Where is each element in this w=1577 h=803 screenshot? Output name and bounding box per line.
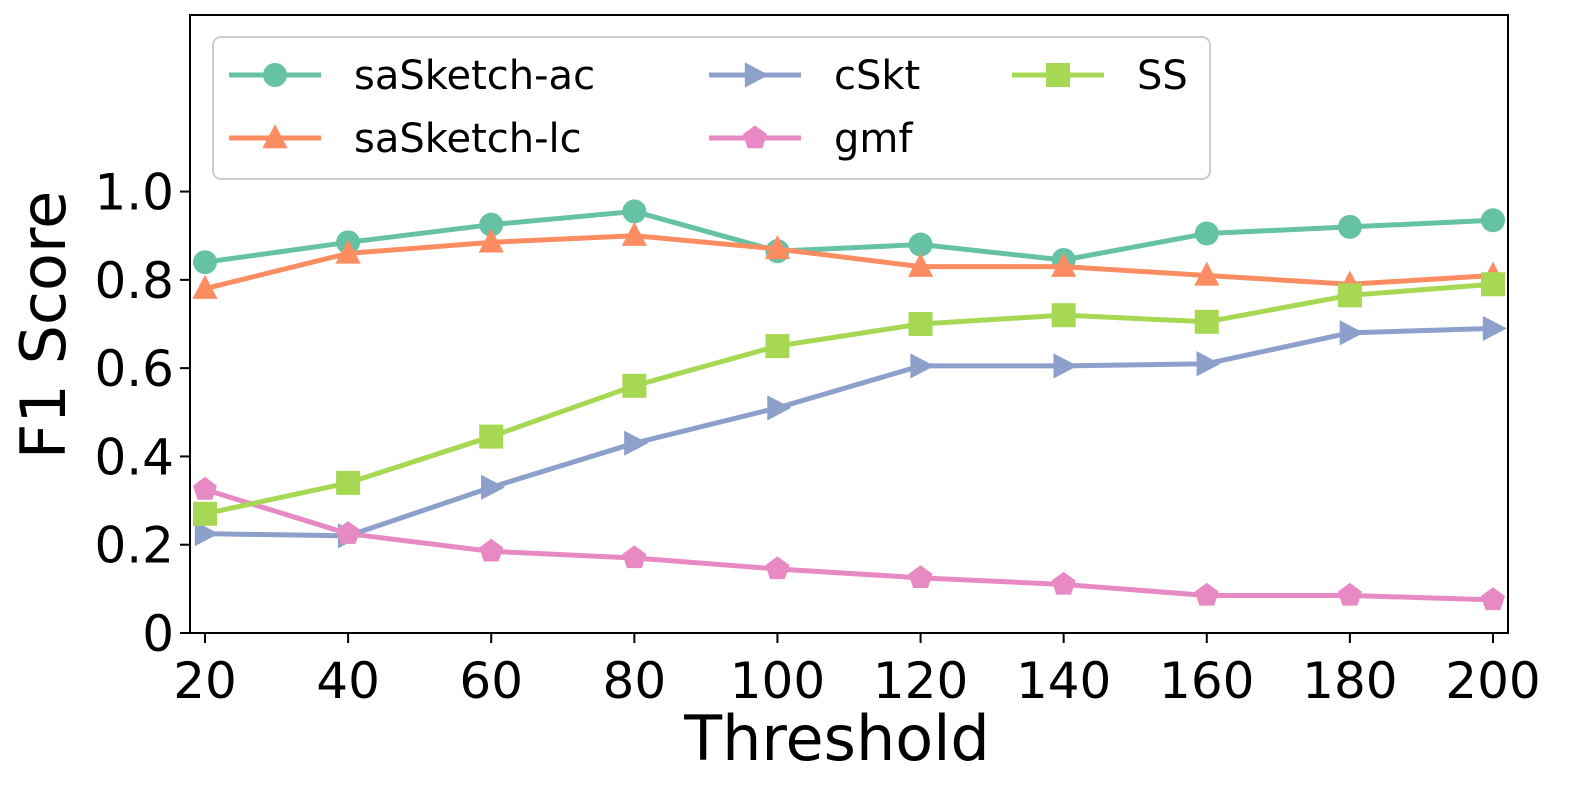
data-point bbox=[1051, 303, 1076, 328]
y-tick-label: 0.6 bbox=[94, 340, 174, 398]
x-tick-label: 180 bbox=[1302, 652, 1397, 710]
data-point bbox=[192, 274, 218, 299]
data-point bbox=[481, 474, 506, 500]
data-point bbox=[479, 212, 504, 237]
x-tick-label: 80 bbox=[603, 652, 667, 710]
legend-entry: SS bbox=[1012, 53, 1188, 99]
data-point bbox=[1194, 261, 1220, 286]
data-point bbox=[193, 250, 217, 275]
y-tick-label: 0.8 bbox=[94, 252, 174, 310]
data-point bbox=[621, 221, 647, 246]
x-tick-label: 120 bbox=[873, 652, 968, 710]
legend-label: SS bbox=[1137, 53, 1188, 99]
data-point bbox=[1481, 587, 1505, 611]
data-point bbox=[908, 565, 933, 589]
series-line bbox=[204, 487, 1494, 603]
series-saSketch-ac bbox=[193, 199, 1505, 275]
y-tick-label: 1.0 bbox=[94, 164, 174, 222]
data-point bbox=[479, 538, 504, 562]
data-point bbox=[1053, 353, 1078, 379]
data-point bbox=[1194, 221, 1219, 246]
x-tick-label: 20 bbox=[173, 652, 237, 710]
data-point bbox=[1337, 283, 1362, 308]
series-line bbox=[204, 233, 1494, 292]
data-point bbox=[1051, 252, 1077, 277]
data-point bbox=[1194, 582, 1219, 606]
legend-label: cSkt bbox=[834, 53, 920, 99]
data-point bbox=[479, 424, 504, 449]
x-tick-label: 200 bbox=[1445, 652, 1540, 710]
data-point bbox=[908, 312, 933, 336]
legend-box bbox=[212, 36, 1211, 180]
legend-marker bbox=[744, 62, 769, 88]
legend-entry: cSkt bbox=[709, 53, 920, 99]
x-tick-label: 140 bbox=[1016, 652, 1111, 710]
data-point bbox=[1482, 315, 1507, 342]
legend-marker bbox=[1046, 63, 1070, 87]
legend-marker bbox=[262, 124, 288, 149]
y-axis-label: F1 Score bbox=[7, 191, 80, 459]
series-line bbox=[204, 208, 1494, 265]
legend-entry: gmf bbox=[709, 116, 913, 162]
data-point bbox=[908, 232, 933, 257]
data-point bbox=[910, 353, 935, 379]
x-tick-label: 100 bbox=[730, 652, 825, 710]
plot-frame bbox=[189, 14, 1509, 634]
data-point bbox=[1481, 272, 1505, 297]
y-tick-label: 0 bbox=[142, 605, 174, 663]
legend-entry: saSketch-lc bbox=[229, 116, 582, 162]
series-gmf bbox=[193, 476, 1505, 611]
series-layer bbox=[192, 199, 1507, 611]
data-point bbox=[478, 228, 504, 253]
legend: saSketch-ac saSketch-lc cSkt gmf SS bbox=[212, 36, 1211, 180]
data-point bbox=[624, 430, 649, 456]
x-tick-label: 40 bbox=[316, 652, 380, 710]
data-point bbox=[764, 235, 791, 260]
legend-marker bbox=[263, 63, 287, 87]
legend-entry: saSketch-ac bbox=[229, 53, 595, 99]
legend-label: saSketch-ac bbox=[354, 53, 595, 99]
data-point bbox=[336, 521, 361, 544]
data-point bbox=[1194, 309, 1219, 334]
data-point bbox=[1337, 582, 1362, 606]
data-point bbox=[1339, 320, 1364, 346]
data-point bbox=[765, 556, 790, 580]
data-point bbox=[1481, 208, 1505, 233]
y-tick-label: 0.2 bbox=[94, 517, 174, 575]
data-point bbox=[907, 252, 934, 277]
series-line bbox=[204, 325, 1494, 539]
axes-layer: 20 40 60 80 100 120 140 160 180 200 0 0.2 0.4 0.6 0.8 1… bbox=[94, 164, 1540, 710]
data-point bbox=[193, 501, 217, 526]
data-point bbox=[622, 545, 647, 569]
legend-label: gmf bbox=[834, 116, 913, 162]
series-SS bbox=[193, 272, 1505, 526]
x-tick-label: 60 bbox=[459, 652, 523, 710]
legend-marker bbox=[743, 125, 767, 149]
data-point bbox=[622, 373, 647, 398]
data-point bbox=[1337, 214, 1362, 239]
data-point bbox=[336, 470, 361, 495]
x-axis-label: Threshold bbox=[683, 702, 990, 775]
data-point bbox=[194, 521, 219, 547]
data-point bbox=[335, 239, 361, 264]
data-point bbox=[765, 334, 790, 359]
data-point bbox=[767, 395, 792, 421]
x-tick-label: 160 bbox=[1159, 652, 1254, 710]
data-point bbox=[1196, 351, 1221, 377]
data-point bbox=[622, 199, 647, 224]
series-line bbox=[204, 281, 1494, 517]
data-point bbox=[1051, 571, 1076, 595]
legend-label: saSketch-lc bbox=[354, 116, 582, 162]
data-point bbox=[193, 476, 217, 500]
y-tick-label: 0.4 bbox=[94, 428, 174, 486]
